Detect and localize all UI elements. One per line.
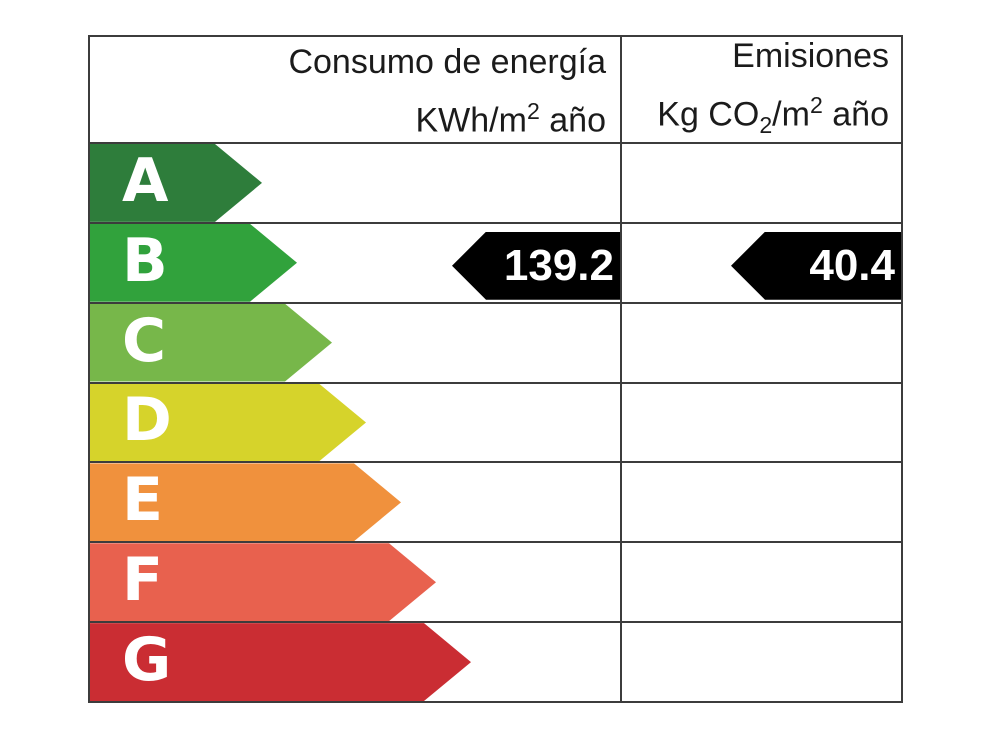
emissions-column-header: Emisiones Kg CO2/m2 año bbox=[622, 37, 901, 142]
energy-unit-prefix: KWh/m bbox=[415, 101, 527, 140]
emissions-header-title: Emisiones bbox=[732, 37, 889, 76]
rating-letter-f: F bbox=[122, 545, 163, 616]
energy-unit-suffix: año bbox=[539, 101, 606, 140]
emissions-value-marker: 40.4 bbox=[731, 231, 901, 300]
energy-header-title: Consumo de energía bbox=[288, 42, 606, 81]
emissions-unit-prefix: Kg CO bbox=[657, 95, 760, 134]
energy-unit-superscript: 2 bbox=[526, 97, 540, 124]
rating-letter-a: A bbox=[122, 145, 169, 216]
energy-column-header: Consumo de energía KWh/m2 año bbox=[90, 37, 622, 142]
rating-letter-b: B bbox=[122, 225, 168, 296]
emissions-unit-suffix: año bbox=[822, 95, 889, 134]
rating-arrow-g: G bbox=[90, 623, 471, 701]
emissions-unit-mid: /m bbox=[772, 95, 810, 134]
rating-row-b: B bbox=[90, 221, 901, 302]
rating-row-g: G bbox=[90, 621, 901, 701]
energy-value: 139.2 bbox=[503, 240, 614, 290]
energy-value-marker: 139.2 bbox=[452, 231, 620, 300]
emissions-header-unit: Kg CO2/m2 año bbox=[622, 81, 889, 150]
rating-table-inner: Consumo de energía KWh/m2 año Emisiones … bbox=[90, 37, 901, 701]
emissions-unit-subscript: 2 bbox=[759, 112, 773, 139]
rating-arrow-f: F bbox=[90, 543, 436, 621]
rating-arrow-e: E bbox=[90, 463, 401, 541]
rating-row-e: E bbox=[90, 461, 901, 541]
rating-row-c: C bbox=[90, 301, 901, 382]
rating-arrow-a: A bbox=[90, 144, 262, 222]
rating-arrow-c: C bbox=[90, 304, 332, 382]
energy-header-unit: KWh/m2 año bbox=[90, 87, 607, 145]
rating-row-d: D bbox=[90, 381, 901, 462]
rating-row-a: A bbox=[90, 142, 901, 222]
rating-letter-g: G bbox=[122, 625, 172, 696]
rating-arrow-d: D bbox=[90, 384, 366, 462]
rating-arrow-b: B bbox=[90, 224, 297, 302]
rating-row-f: F bbox=[90, 541, 901, 621]
rating-letter-c: C bbox=[122, 305, 167, 376]
emissions-value: 40.4 bbox=[809, 240, 895, 290]
emissions-unit-superscript: 2 bbox=[809, 92, 823, 119]
rating-letter-e: E bbox=[122, 465, 163, 536]
rating-letter-d: D bbox=[122, 385, 172, 456]
column-divider bbox=[620, 37, 622, 701]
table-header: Consumo de energía KWh/m2 año Emisiones … bbox=[90, 37, 901, 142]
rating-table: Consumo de energía KWh/m2 año Emisiones … bbox=[88, 35, 903, 703]
